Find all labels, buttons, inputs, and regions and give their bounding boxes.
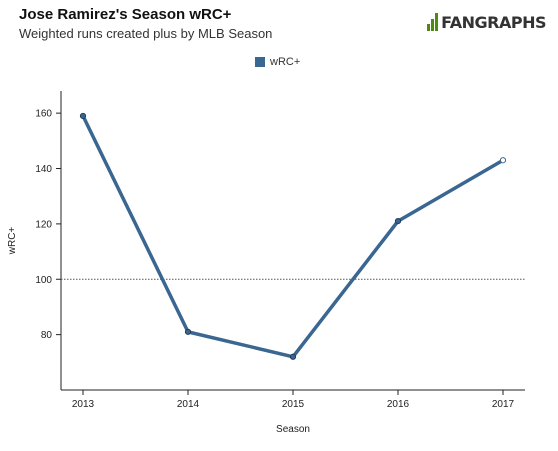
y-tick-label: 100 [35,275,52,286]
x-tick-label: 2013 [72,399,95,410]
chart-legend[interactable]: wRC+ [255,56,300,68]
legend-label: wRC+ [270,56,301,68]
y-tick-label: 140 [35,164,52,175]
data-point [499,157,507,164]
x-tick-label: 2016 [387,399,410,410]
y-tick-label: 160 [35,109,52,120]
fangraphs-logo: FANGRAPHS [427,12,546,32]
x-tick-label: 2015 [282,399,305,410]
data-point [79,112,87,120]
data-point [394,218,402,225]
y-axis-title: wRC+ [7,227,18,256]
data-point [289,353,297,360]
data-point [184,328,192,335]
chart-subtitle: Weighted runs created plus by MLB Season [19,26,273,41]
x-tick-label: 2017 [492,399,515,410]
brand-wordmark: FANGRAPHS [441,12,546,32]
series-line-wrc [81,114,505,359]
x-tick-label: 2014 [177,399,200,410]
legend-swatch [255,57,265,67]
chart-title: Jose Ramirez's Season wRC+ [19,6,232,23]
bars-logo-icon [427,13,439,31]
x-axis-title: Season [276,424,310,435]
y-tick-label: 80 [41,330,53,341]
y-tick-label: 120 [35,219,52,230]
